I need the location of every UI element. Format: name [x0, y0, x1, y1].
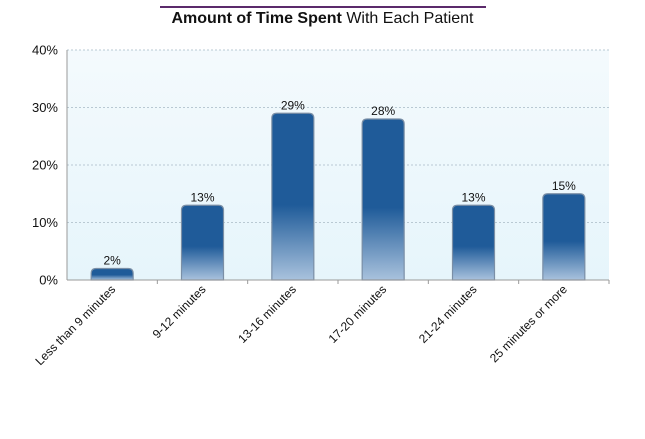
chart-title: Amount of Time Spent With Each Patient: [0, 10, 645, 28]
chart-title-bold: Amount of Time Spent: [171, 10, 342, 27]
chart-title-rest: With Each Patient: [341, 10, 474, 27]
x-tick-label: 13-16 minutes: [235, 282, 299, 346]
bar-value-label: 15%: [552, 179, 576, 193]
bar-value-label: 29%: [281, 98, 305, 112]
bar-value-label: 13%: [461, 190, 485, 204]
y-tick-label: 20%: [32, 158, 58, 173]
x-tick-label: 9-12 minutes: [150, 282, 209, 341]
y-tick-label: 0%: [39, 273, 58, 288]
bar-5: [451, 204, 496, 281]
x-tick-label: 21-24 minutes: [416, 282, 480, 346]
bar-3: [271, 112, 315, 281]
x-tick-label: Less than 9 minutes: [32, 282, 118, 368]
title-rule: [160, 6, 486, 8]
bar-2: [180, 204, 225, 281]
bar-1: [90, 267, 134, 281]
y-tick-label: 10%: [32, 215, 58, 230]
plot-area: [67, 50, 609, 280]
x-tick-label: 17-20 minutes: [326, 282, 390, 346]
x-tick-label: 25 minutes or more: [487, 282, 570, 365]
bar-value-label: 13%: [190, 190, 214, 204]
y-tick-label: 30%: [32, 100, 58, 115]
bar-value-label: 2%: [103, 254, 121, 268]
bar-4: [361, 118, 405, 281]
bar-6: [542, 193, 586, 281]
y-tick-label: 40%: [32, 43, 58, 58]
bar-value-label: 28%: [371, 104, 395, 118]
